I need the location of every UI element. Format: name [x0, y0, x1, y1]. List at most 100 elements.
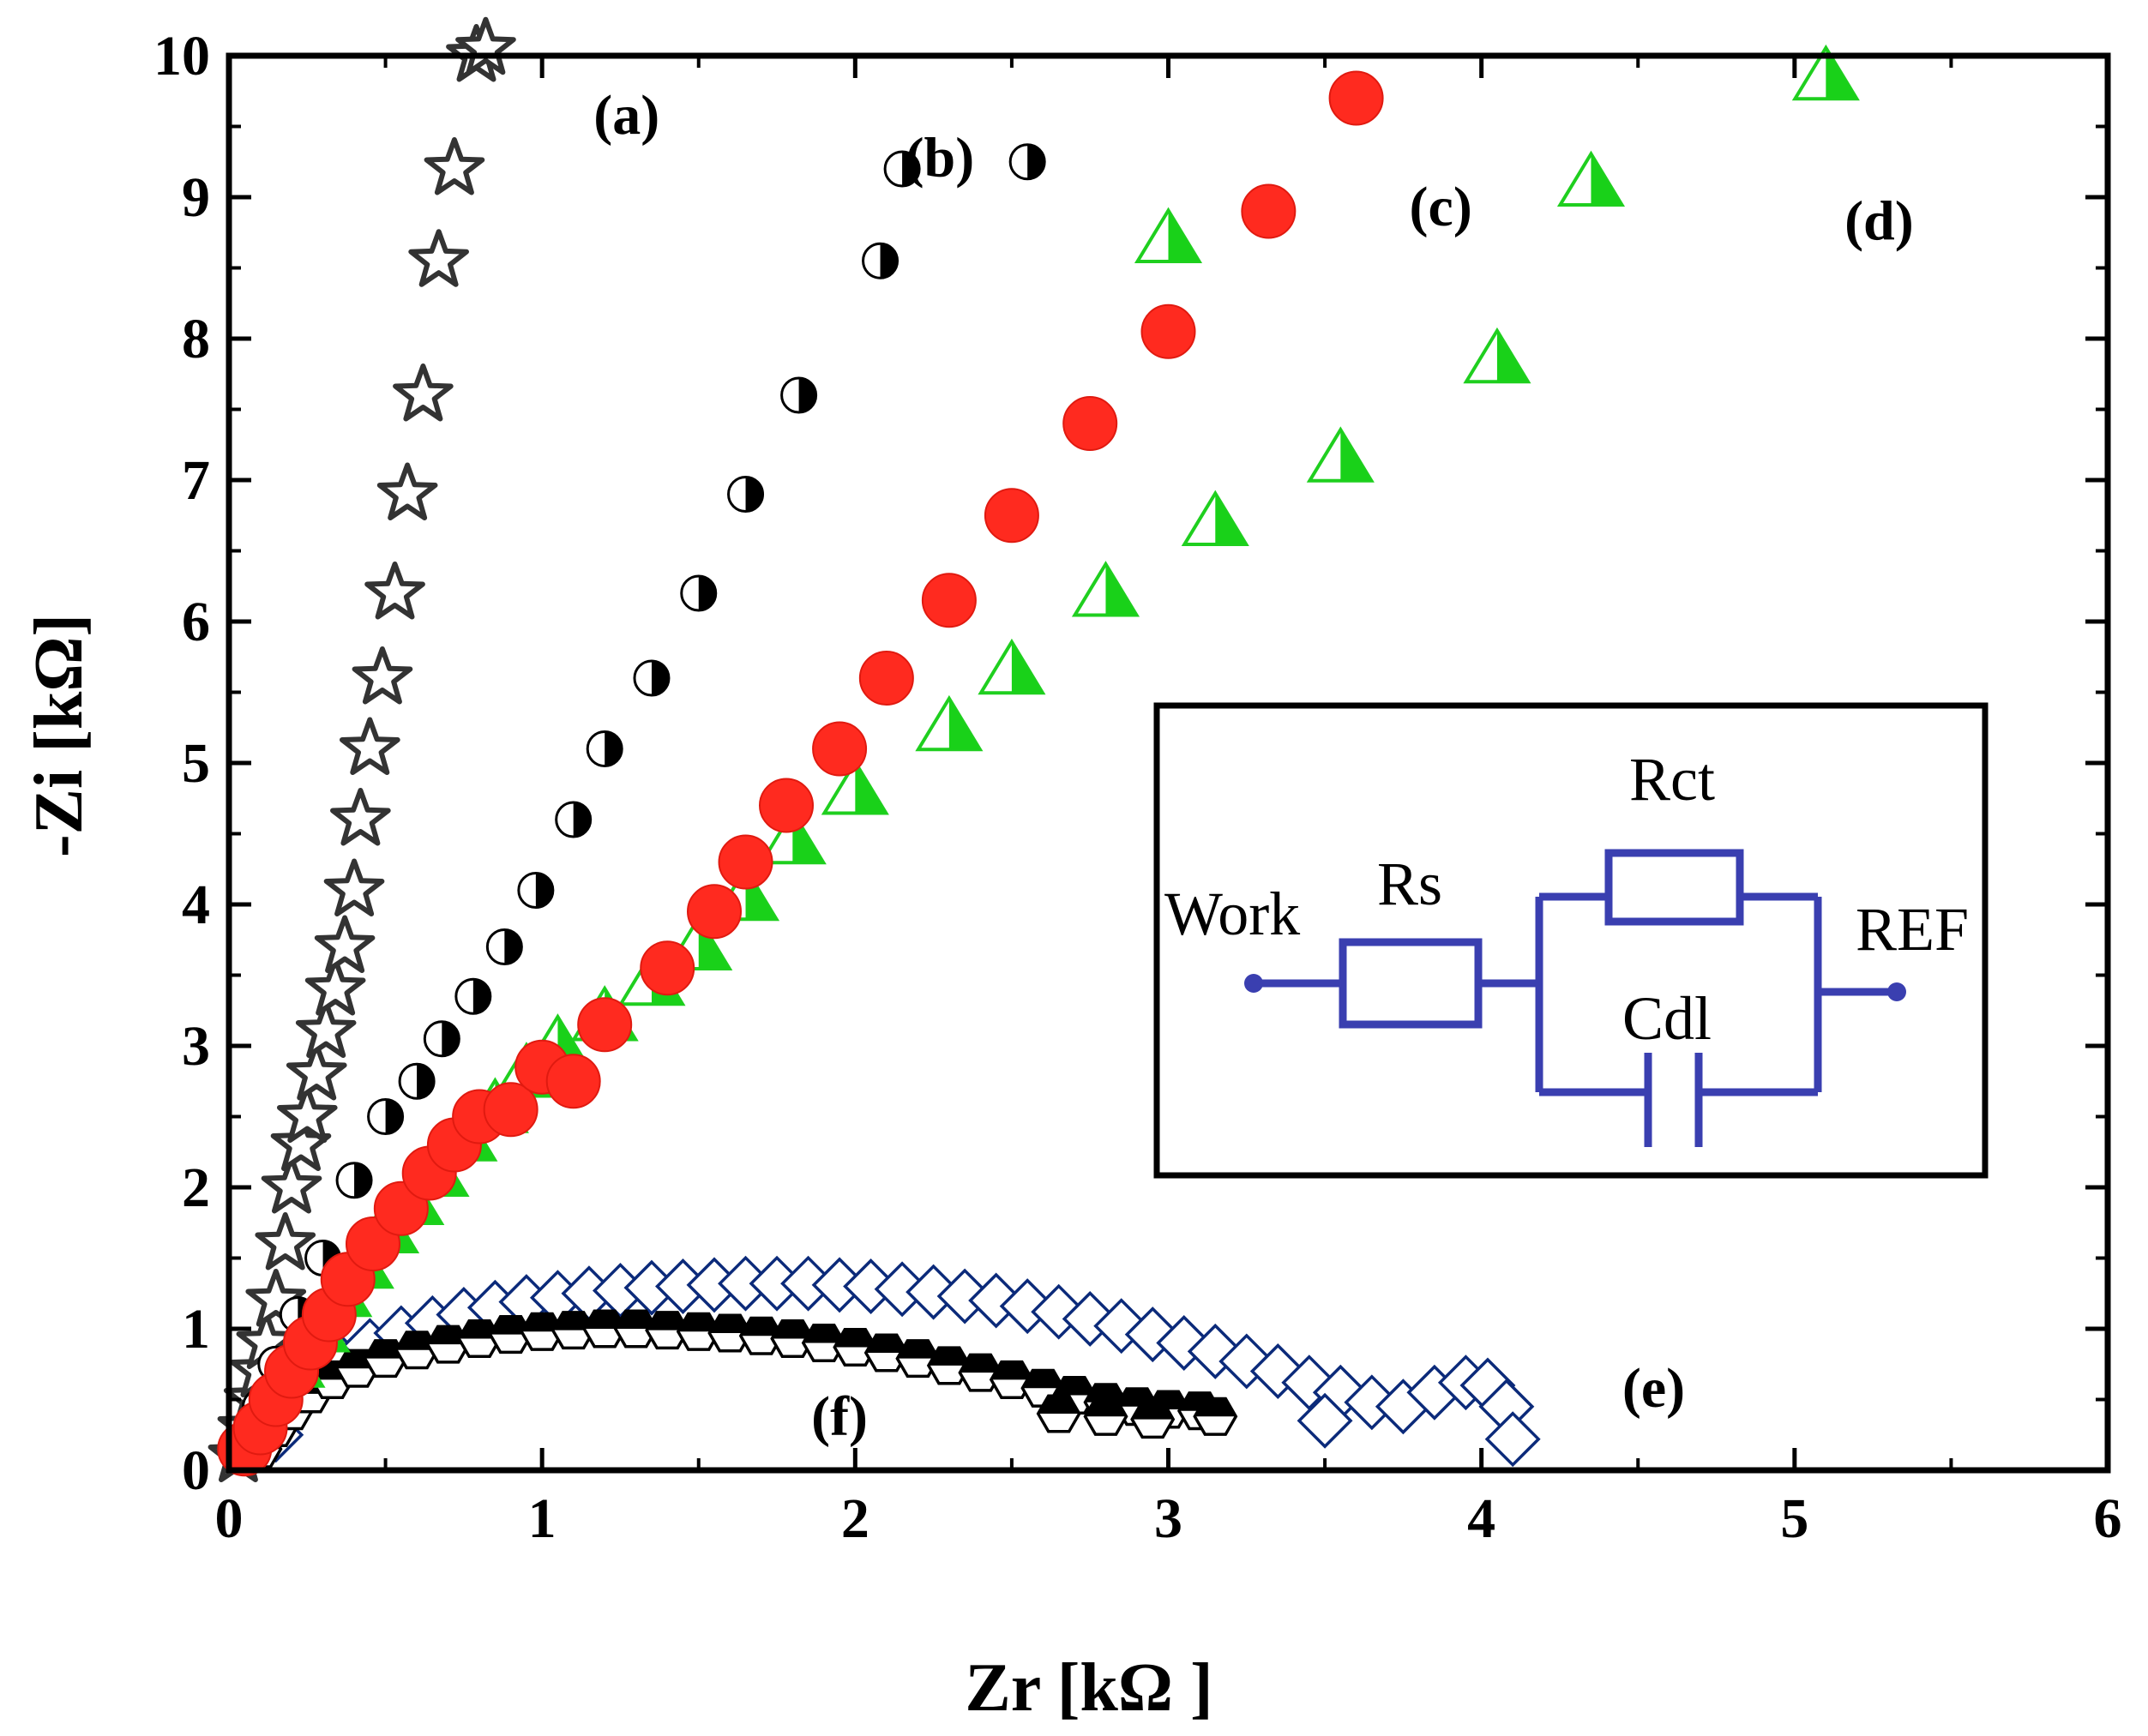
point-f-15 — [645, 1311, 690, 1350]
point-d-20 — [1181, 490, 1249, 546]
point-b-14 — [633, 659, 671, 697]
point-a-7 — [261, 1156, 322, 1214]
point-a-10 — [286, 1042, 347, 1101]
y-tick-label: 7 — [182, 449, 210, 512]
point-a-13 — [314, 915, 376, 973]
data-marks: (a) (b) (c) (d) (e) (f) — [208, 16, 1914, 1482]
series-label-a: (a) — [593, 84, 659, 147]
point-e-42 — [1297, 1392, 1353, 1449]
point-f-17 — [707, 1313, 753, 1353]
equivalent-circuit-inset: Work REF Rs Rct Cdl — [1153, 702, 1989, 1179]
y-tick-label: 5 — [182, 732, 210, 795]
y-tick-label: 3 — [182, 1015, 210, 1078]
point-a-12 — [304, 958, 366, 1016]
point-c-18 — [718, 834, 773, 890]
series-label-f: (f) — [811, 1385, 868, 1448]
point-c-16 — [640, 940, 695, 996]
point-a-22 — [424, 137, 485, 195]
point-c-14 — [545, 1054, 601, 1109]
point-f-11 — [520, 1312, 565, 1351]
point-b-13 — [586, 730, 623, 767]
point-c-25 — [1140, 303, 1196, 359]
point-b-6 — [367, 1098, 405, 1135]
point-a-19 — [376, 462, 438, 520]
point-d-16 — [821, 759, 889, 815]
y-tick-label: 6 — [182, 591, 210, 653]
point-a-24 — [455, 16, 516, 75]
y-tick-label: 8 — [182, 308, 210, 370]
point-d-23 — [1134, 207, 1203, 263]
series-label-e: (e) — [1622, 1357, 1685, 1420]
inset-label-work: Work — [1164, 880, 1300, 948]
ref-terminal — [1887, 982, 1906, 1001]
x-tick-label: 2 — [841, 1487, 869, 1550]
point-c-24 — [1062, 396, 1118, 451]
point-f-36 — [1193, 1397, 1238, 1436]
point-b-10 — [485, 928, 523, 965]
y-tick-label: 1 — [182, 1298, 210, 1361]
point-d-17 — [915, 694, 984, 752]
series-c — [217, 70, 1384, 1477]
y-tick-label: 9 — [182, 166, 210, 229]
point-f-21 — [833, 1327, 878, 1367]
point-c-22 — [921, 573, 977, 628]
point-e-43 — [1484, 1411, 1541, 1468]
point-f-16 — [676, 1312, 721, 1351]
point-f-34 — [1083, 1397, 1128, 1436]
point-a-14 — [323, 858, 385, 916]
series-label-c: (c) — [1410, 176, 1472, 238]
point-d-22 — [1463, 327, 1531, 384]
point-c-15 — [577, 997, 633, 1053]
point-c-21 — [858, 651, 914, 706]
point-a-18 — [364, 562, 425, 620]
rct-resistor — [1604, 849, 1744, 926]
point-b-12 — [555, 801, 593, 838]
point-f-13 — [582, 1309, 628, 1349]
point-f-12 — [551, 1311, 596, 1350]
point-f-22 — [863, 1333, 909, 1373]
point-b-20 — [1008, 143, 1046, 181]
point-a-16 — [340, 717, 400, 775]
work-terminal — [1244, 974, 1263, 993]
point-a-17 — [352, 646, 413, 705]
point-b-5 — [335, 1162, 373, 1199]
circuit-wires — [1254, 849, 1893, 1147]
point-d-18 — [978, 638, 1046, 695]
point-b-7 — [398, 1062, 436, 1100]
point-f-18 — [738, 1316, 784, 1355]
y-axis-title: -Zi [kΩ] — [21, 614, 97, 857]
point-a-15 — [330, 788, 391, 846]
point-b-16 — [727, 476, 765, 513]
point-f-33 — [1036, 1394, 1081, 1433]
y-tick-label: 2 — [182, 1156, 210, 1219]
point-c-17 — [687, 884, 743, 940]
y-tick-label: 4 — [182, 874, 210, 936]
point-f-14 — [613, 1309, 659, 1349]
point-c-19 — [758, 778, 814, 833]
inset-label-cdl: Cdl — [1622, 984, 1712, 1053]
point-c-12 — [483, 1082, 539, 1138]
point-f-35 — [1130, 1400, 1176, 1439]
point-b-19 — [883, 150, 921, 188]
point-c-20 — [812, 721, 868, 777]
inset-frame — [1153, 702, 1989, 1179]
point-b-17 — [780, 376, 818, 414]
point-a-20 — [393, 363, 454, 422]
point-b-15 — [680, 574, 718, 612]
x-tick-label: 0 — [215, 1487, 244, 1550]
point-a-21 — [408, 229, 469, 287]
axes: 0 1 2 3 4 5 6 0 1 2 3 4 5 6 7 8 9 10 — [153, 25, 2122, 1550]
point-f-20 — [801, 1323, 846, 1363]
x-tick-label: 1 — [528, 1487, 557, 1550]
point-a-9 — [277, 1084, 338, 1143]
point-f-19 — [770, 1319, 815, 1359]
point-d-24 — [1556, 150, 1626, 207]
point-f-9 — [457, 1319, 502, 1359]
point-b-18 — [862, 242, 900, 279]
y-tick-label: 10 — [153, 25, 210, 87]
point-b-11 — [517, 872, 555, 909]
point-b-8 — [423, 1020, 460, 1058]
point-f-26 — [989, 1360, 1034, 1399]
point-c-27 — [1328, 70, 1384, 126]
